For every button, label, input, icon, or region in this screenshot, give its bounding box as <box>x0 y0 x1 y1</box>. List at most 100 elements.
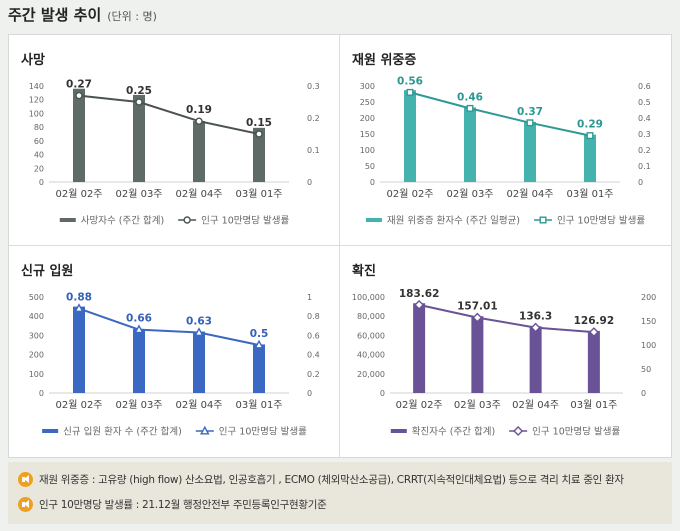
x-tick-label: 02월 02주 <box>396 399 443 411</box>
line-point <box>135 98 143 106</box>
chart-panel-admissions: 신규 입원 0 100 200 300 400 500 0 0.2 0.4 0.6 0.8 1 02월 … <box>9 246 340 457</box>
bar <box>193 120 205 182</box>
chart-title: 재원 위중증 <box>352 53 417 68</box>
line-point <box>195 117 203 125</box>
x-tick-label: 02월 03주 <box>446 188 493 200</box>
y-tick-label-left: 200 <box>360 114 375 123</box>
y-tick-label-left: 40 <box>34 151 44 160</box>
y-tick-label-left: 50 <box>365 162 375 171</box>
data-label: 0.27 <box>66 79 92 91</box>
y-tick-label-right: 50 <box>641 365 651 374</box>
data-label: 136.3 <box>519 311 552 323</box>
y-tick-label-left: 300 <box>29 331 44 340</box>
legend-label-bar: 확진자수 (주간 합계) <box>412 426 495 438</box>
x-tick-label: 03월 01주 <box>570 399 617 411</box>
y-tick-label-right: 150 <box>641 317 656 326</box>
y-tick-label-right: 0 <box>638 178 643 187</box>
x-tick-label: 03월 01주 <box>235 399 282 411</box>
rate-line <box>409 91 591 137</box>
y-tick-label-right: 1 <box>307 293 312 302</box>
y-tick-label-right: 0 <box>307 389 312 398</box>
x-tick-label: 02월 04주 <box>175 399 222 411</box>
bar <box>133 94 145 182</box>
y-tick-label-right: 0.2 <box>638 146 651 155</box>
rate-line <box>78 94 260 135</box>
y-tick-label-right: 0.8 <box>307 312 320 321</box>
y-tick-label-left: 250 <box>360 98 375 107</box>
line-point <box>530 322 541 333</box>
chart-title: 사망 <box>21 53 45 68</box>
y-tick-label-left: 500 <box>29 293 44 302</box>
y-tick-label-right: 0 <box>641 389 646 398</box>
y-tick-label-left: 40,000 <box>357 351 385 360</box>
y-tick-label-left: 100,000 <box>352 293 385 302</box>
legend: 재원 위중증 환자수 (주간 일평균) 인구 10만명당 발생률 <box>365 215 645 227</box>
y-tick-label-right: 0.6 <box>307 331 320 340</box>
y-tick-label-right: 100 <box>641 341 656 350</box>
chart-panel-critical: 재원 위중증 0 50 100 150 200 250 300 0 0.1 0.2 0.3 0.4 0.… <box>340 35 671 246</box>
data-label: 183.62 <box>399 288 440 300</box>
y-tick-label-right: 0.2 <box>307 114 320 123</box>
line-point <box>414 299 425 310</box>
line-point <box>75 91 83 100</box>
y-tick-label-left: 300 <box>360 82 375 91</box>
legend-marker <box>513 426 524 436</box>
data-label: 0.37 <box>517 106 543 118</box>
legend-swatch-bar <box>42 429 59 433</box>
y-tick-label-left: 100 <box>29 370 44 379</box>
page-title: 주간 발생 추이 <box>8 6 102 24</box>
chart-panel-deaths: 사망 0 20 40 60 80 100 120 140 0 0.1 0.2 0.3 02월 02주 02… <box>9 35 340 246</box>
legend-swatch-bar <box>59 218 76 222</box>
y-tick-label-left: 140 <box>29 82 44 91</box>
y-tick-label-left: 120 <box>29 96 44 105</box>
y-tick-label-left: 150 <box>360 130 375 139</box>
line-point <box>586 132 594 140</box>
rate-line <box>78 307 260 346</box>
chart-admissions: 0 100 200 300 400 500 0 0.2 0.4 0.6 0.8 1 02월 02주 02월… <box>29 292 320 438</box>
bar <box>193 331 205 393</box>
bar <box>404 90 416 182</box>
x-tick-label: 02월 03주 <box>115 399 162 411</box>
legend: 확진자수 (주간 합계) 인구 10만명당 발생률 <box>390 426 620 438</box>
y-tick-label-right: 0.5 <box>638 98 651 107</box>
line-point <box>74 303 84 313</box>
data-label: 0.19 <box>186 104 212 116</box>
line-point <box>255 130 263 138</box>
bar <box>584 134 596 182</box>
x-tick-label: 02월 02주 <box>55 399 102 411</box>
data-label: 0.25 <box>126 85 152 97</box>
data-label: 0.5 <box>250 328 269 340</box>
speaker-icon <box>18 472 33 487</box>
y-tick-label-left: 200 <box>29 351 44 360</box>
chart-confirmed: 0 20,000 40,000 60,000 80,000 100,000 0 50 100 15… <box>352 288 656 438</box>
legend-marker <box>200 425 210 435</box>
legend-label-line: 인구 10만명당 발생률 <box>219 427 307 438</box>
legend: 신규 입원 환자 수 (주간 합계) 인구 10만명당 발생률 <box>42 426 307 438</box>
y-tick-label-right: 0.3 <box>307 82 320 91</box>
charts-board: 사망 0 20 40 60 80 100 120 140 0 0.1 0.2 0.3 02월 02주 02… <box>8 34 672 458</box>
legend: 사망자수 (주간 합계) 인구 10만명당 발생률 <box>59 215 289 227</box>
data-label: 0.29 <box>577 119 603 131</box>
notes-box: 재원 위중증 : 고유량 (high flow) 산소요법, 인공호흡기 , E… <box>8 462 672 524</box>
data-label: 0.63 <box>186 316 212 328</box>
bar <box>253 127 265 182</box>
rate-line <box>418 303 594 334</box>
legend-label-line: 인구 10만명당 발생률 <box>201 216 289 227</box>
legend-marker <box>539 216 547 224</box>
bar <box>133 329 145 393</box>
chart-title: 신규 입원 <box>21 264 74 279</box>
y-tick-label-left: 0 <box>39 389 44 398</box>
y-tick-label-left: 0 <box>370 178 375 187</box>
data-label: 126.92 <box>574 315 615 327</box>
y-tick-label-left: 400 <box>29 312 44 321</box>
y-tick-label-left: 80,000 <box>357 312 385 321</box>
chart-deaths: 0 20 40 60 80 100 120 140 0 0.1 0.2 0.3 02월 02주 02월 0… <box>29 79 320 227</box>
x-tick-label: 03월 01주 <box>235 188 282 200</box>
bar <box>73 88 85 182</box>
y-tick-label-right: 0.4 <box>307 351 320 360</box>
y-tick-label-right: 0.1 <box>307 146 320 155</box>
y-tick-label-right: 0.3 <box>638 130 651 139</box>
legend-label-line: 인구 10만명당 발생률 <box>557 216 645 227</box>
note-text: 재원 위중증 : 고유량 (high flow) 산소요법, 인공호흡기 , E… <box>39 474 624 486</box>
x-tick-label: 02월 02주 <box>386 188 433 200</box>
